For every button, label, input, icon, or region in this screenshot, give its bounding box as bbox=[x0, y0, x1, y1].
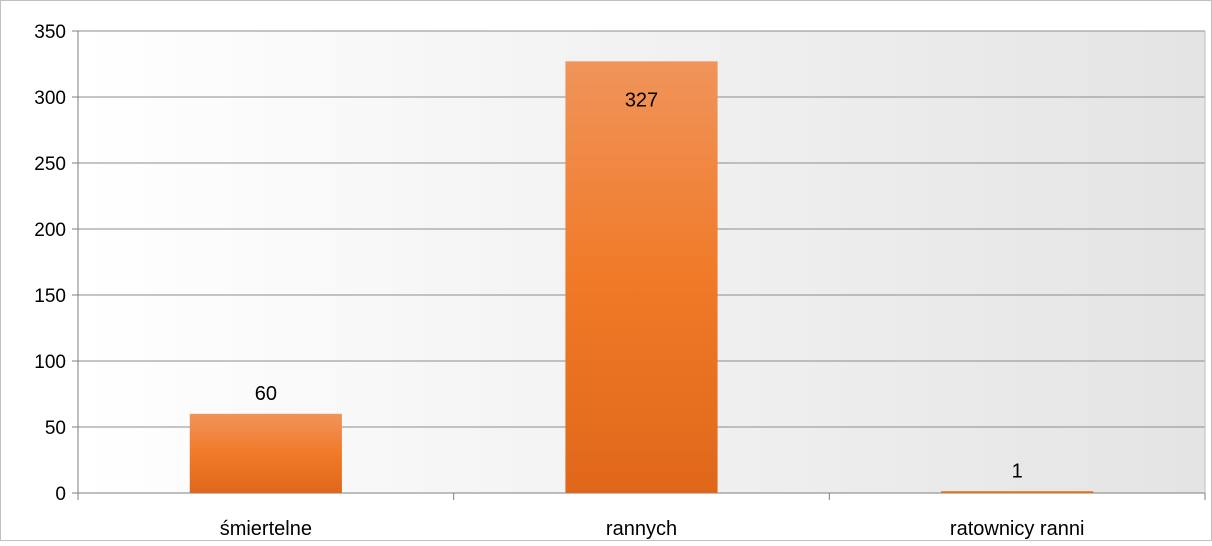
bar bbox=[941, 491, 1094, 493]
y-tick-label: 350 bbox=[34, 22, 66, 43]
x-tick-label: rannych bbox=[606, 518, 677, 540]
y-tick-label: 300 bbox=[34, 88, 66, 109]
data-label: 1 bbox=[1012, 461, 1023, 483]
x-tick-label: śmiertelne bbox=[220, 518, 312, 540]
y-tick-label: 0 bbox=[55, 484, 66, 505]
bar bbox=[189, 413, 342, 493]
y-tick-label: 200 bbox=[34, 220, 66, 241]
y-tick-label: 150 bbox=[34, 286, 66, 307]
y-tick-label: 100 bbox=[34, 352, 66, 373]
bar bbox=[565, 61, 718, 494]
y-tick-label: 250 bbox=[34, 154, 66, 175]
y-tick-label: 50 bbox=[45, 418, 66, 439]
data-label: 60 bbox=[255, 383, 277, 405]
data-label: 327 bbox=[625, 89, 658, 111]
x-tick-label: ratownicy ranni bbox=[950, 518, 1085, 540]
